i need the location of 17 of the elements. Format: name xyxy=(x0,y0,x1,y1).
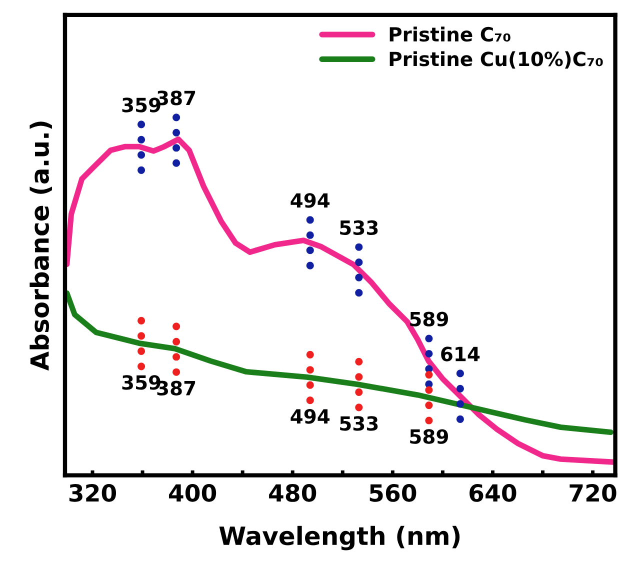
x-axis-title: Wavelength (nm) xyxy=(219,526,460,550)
annotation: 494 xyxy=(290,193,330,208)
x-tick-label: 640 xyxy=(470,484,516,502)
annotation: 589 xyxy=(410,429,448,444)
x-tick-label: 480 xyxy=(269,484,316,502)
legend-label: Pristine Cu(10%)C₇₀ xyxy=(390,51,603,69)
x-tick-label: 560 xyxy=(370,484,416,502)
x-tick-label: 720 xyxy=(570,484,616,502)
legend-label: Pristine C₇₀ xyxy=(390,26,510,42)
annotation: 494 xyxy=(290,409,330,424)
annotation: 533 xyxy=(340,416,378,431)
annotation: 533 xyxy=(340,220,378,236)
y-axis-title: Absorbance (a.u.) xyxy=(30,122,52,371)
x-tick-label: 320 xyxy=(69,484,116,502)
annotation: 614 xyxy=(441,346,480,362)
annotation: 589 xyxy=(410,312,448,326)
x-tick-label: 400 xyxy=(168,484,216,502)
